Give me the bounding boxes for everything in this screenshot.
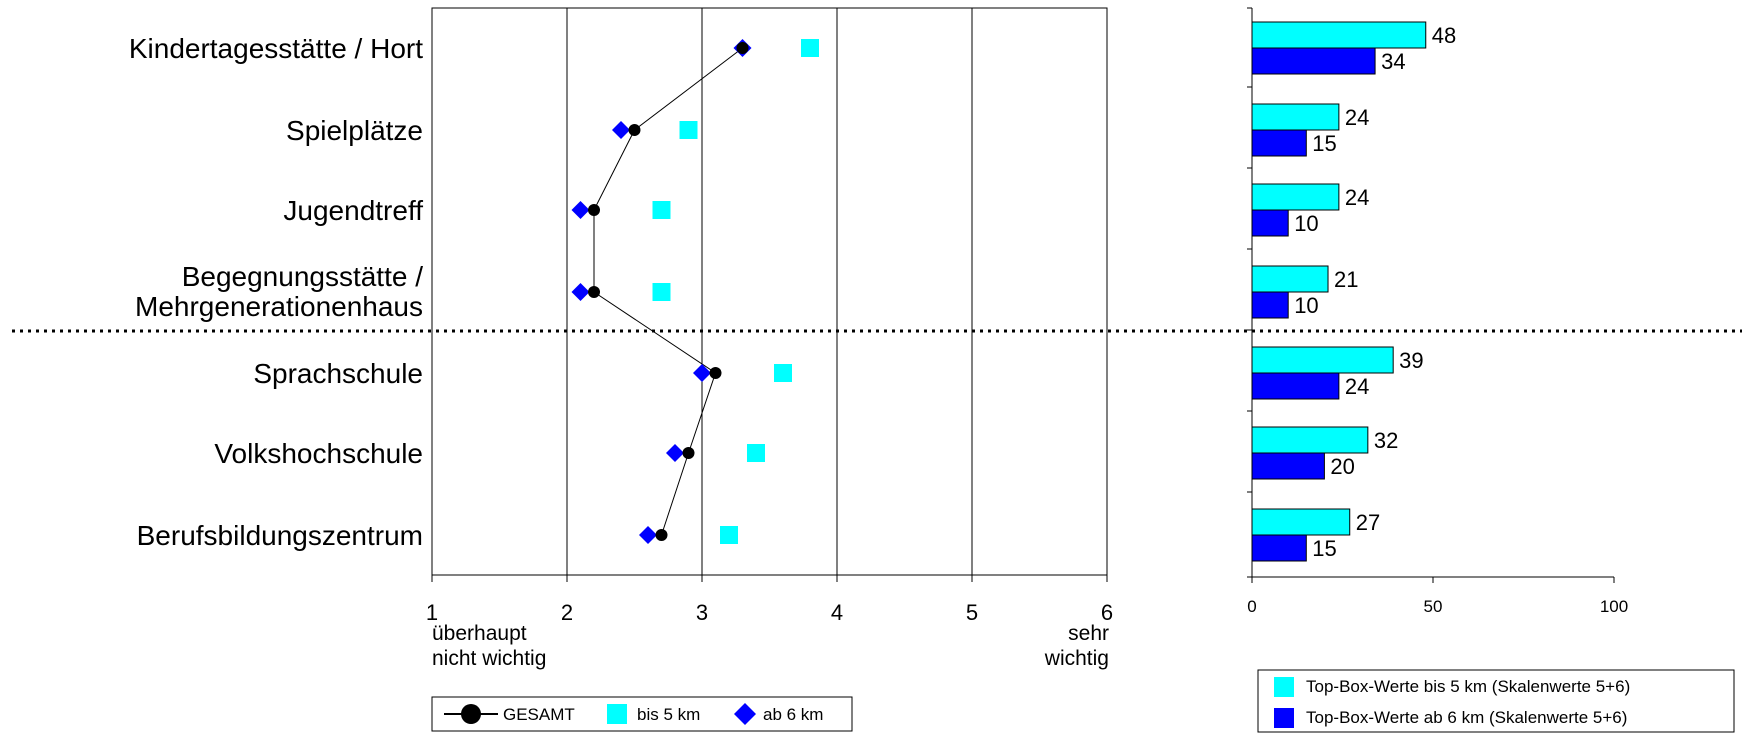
bar-chart: 0 50 100 48 24 24 21 39 32 27 34 15 10 10 24 20 15 — [1247, 7, 1628, 616]
category-label-0: Kindertagesstätte / Hort — [129, 33, 423, 64]
bar-s0-0 — [1251, 21, 1427, 49]
category-label-5: Volkshochschule — [214, 438, 423, 469]
legend-ab6-label: ab 6 km — [763, 705, 823, 724]
x-tick-label-3: 3 — [696, 600, 708, 625]
bar-s1-0 — [1251, 47, 1376, 75]
bar-value-label-s1-4: 24 — [1345, 374, 1369, 399]
dot-legend-box — [431, 696, 853, 732]
legend-bar-bis5-swatch — [1274, 677, 1294, 697]
bar-s1-4 — [1251, 372, 1340, 400]
bar-s1-2 — [1251, 209, 1289, 237]
dot-plot-x-ticks: 1 2 3 4 5 6 — [426, 575, 1113, 625]
bar-value-label-s0-6: 27 — [1356, 510, 1380, 535]
legend-bar-bis5-label: Top-Box-Werte bis 5 km (Skalenwerte 5+6) — [1306, 677, 1630, 696]
legend-bis5-marker — [607, 704, 627, 724]
x-tick-label-4: 4 — [831, 600, 843, 625]
marker-ab6-3 — [571, 283, 590, 301]
scale-high-label-line2: wichtig — [1044, 647, 1109, 670]
marker-ab6-4 — [693, 364, 711, 382]
marker-bis5-3 — [652, 283, 671, 301]
bar-value-label-s1-3: 10 — [1294, 293, 1318, 318]
bar-s0-2 — [1251, 183, 1340, 211]
bar-value-label-s1-2: 10 — [1294, 211, 1318, 236]
dot-plot-frame: 1 2 3 4 5 6 — [426, 7, 1113, 625]
category-labels: Kindertagesstätte / Hort Spielplätze Jugen… — [129, 33, 423, 551]
bar-value-label-s0-4: 39 — [1399, 348, 1423, 373]
legend-bar-ab6-swatch — [1274, 708, 1294, 728]
bar-marks: 48 24 24 21 39 32 27 34 15 10 10 24 20 15 — [1251, 21, 1456, 562]
marker-bis5-5 — [747, 444, 765, 462]
bar-x-tick-label-0: 0 — [1247, 597, 1256, 616]
bar-s1-1 — [1251, 129, 1307, 157]
bar-value-label-s1-6: 15 — [1312, 536, 1336, 561]
scale-end-labels: überhaupt nicht wichtig sehr wichtig — [432, 622, 1109, 670]
marker-gesamt-3 — [588, 286, 600, 298]
bar-s0-4 — [1251, 346, 1394, 374]
legend-bar-ab6-label: Top-Box-Werte ab 6 km (Skalenwerte 5+6) — [1306, 708, 1627, 727]
bar-x-ticks: 0 50 100 — [1247, 577, 1628, 616]
category-label-6: Berufsbildungszentrum — [137, 520, 423, 551]
scale-low-label-line1: überhaupt — [432, 622, 527, 645]
x-tick-label-5: 5 — [966, 600, 978, 625]
bar-value-label-s0-5: 32 — [1374, 428, 1398, 453]
marker-gesamt-0 — [736, 42, 749, 54]
marker-ab6-6 — [639, 526, 657, 544]
marker-gesamt-1 — [628, 124, 641, 136]
marker-gesamt-2 — [588, 204, 600, 216]
bar-y-ticks — [1247, 7, 1252, 578]
category-label-2: Jugendtreff — [283, 195, 423, 226]
x-tick-label-1: 1 — [426, 600, 438, 625]
marker-bis5-1 — [679, 121, 698, 139]
bar-s1-6 — [1251, 534, 1307, 562]
x-tick-label-2: 2 — [561, 600, 573, 625]
marker-gesamt-4 — [709, 367, 722, 379]
marker-ab6-5 — [666, 444, 684, 462]
bar-s0-3 — [1251, 265, 1329, 293]
marker-ab6-2 — [571, 201, 590, 219]
bar-s0-5 — [1251, 426, 1369, 454]
marker-bis5-4 — [774, 364, 792, 382]
marker-gesamt-6 — [655, 529, 668, 541]
marker-bis5-2 — [652, 201, 671, 219]
dot-plot-border — [431, 7, 1108, 576]
bar-s0-6 — [1251, 508, 1351, 536]
category-label-3-line0: Begegnungsstätte / — [182, 261, 424, 292]
bar-value-label-s0-3: 21 — [1334, 267, 1358, 292]
bar-legend-box — [1257, 669, 1735, 733]
dot-plot-markers — [571, 39, 819, 544]
dot-plot-legend: GESAMT bis 5 km ab 6 km — [431, 696, 853, 732]
legend-gesamt-marker — [461, 704, 481, 724]
bar-value-label-s0-2: 24 — [1345, 185, 1369, 210]
legend-ab6-marker — [734, 703, 756, 725]
marker-gesamt-5 — [682, 447, 695, 459]
bar-value-label-s1-0: 34 — [1381, 49, 1405, 74]
marker-bis5-6 — [720, 526, 738, 544]
bar-x-tick-label-100: 100 — [1600, 597, 1628, 616]
bar-x-tick-label-50: 50 — [1424, 597, 1443, 616]
scale-low-label-line2: nicht wichtig — [432, 647, 546, 670]
category-label-3-line1: Mehrgenerationenhaus — [135, 291, 423, 322]
x-tick-label-6: 6 — [1101, 600, 1113, 625]
category-label-4: Sprachschule — [253, 358, 423, 389]
bar-value-label-s1-1: 15 — [1312, 131, 1336, 156]
bar-value-label-s1-5: 20 — [1330, 454, 1354, 479]
dot-plot-gridlines — [566, 8, 973, 575]
bar-value-label-s0-1: 24 — [1345, 105, 1369, 130]
legend-gesamt-label: GESAMT — [503, 705, 575, 724]
marker-ab6-1 — [612, 121, 630, 139]
bar-legend: Top-Box-Werte bis 5 km (Skalenwerte 5+6)… — [1257, 669, 1735, 733]
bar-value-label-s0-0: 48 — [1432, 23, 1456, 48]
bar-s0-1 — [1251, 103, 1340, 131]
scale-high-label-line1: sehr — [1068, 622, 1109, 645]
category-label-1: Spielplätze — [286, 115, 423, 146]
marker-bis5-0 — [801, 39, 819, 57]
legend-bis5-label: bis 5 km — [637, 705, 700, 724]
bar-s1-5 — [1251, 452, 1325, 480]
bar-s1-3 — [1251, 291, 1289, 319]
